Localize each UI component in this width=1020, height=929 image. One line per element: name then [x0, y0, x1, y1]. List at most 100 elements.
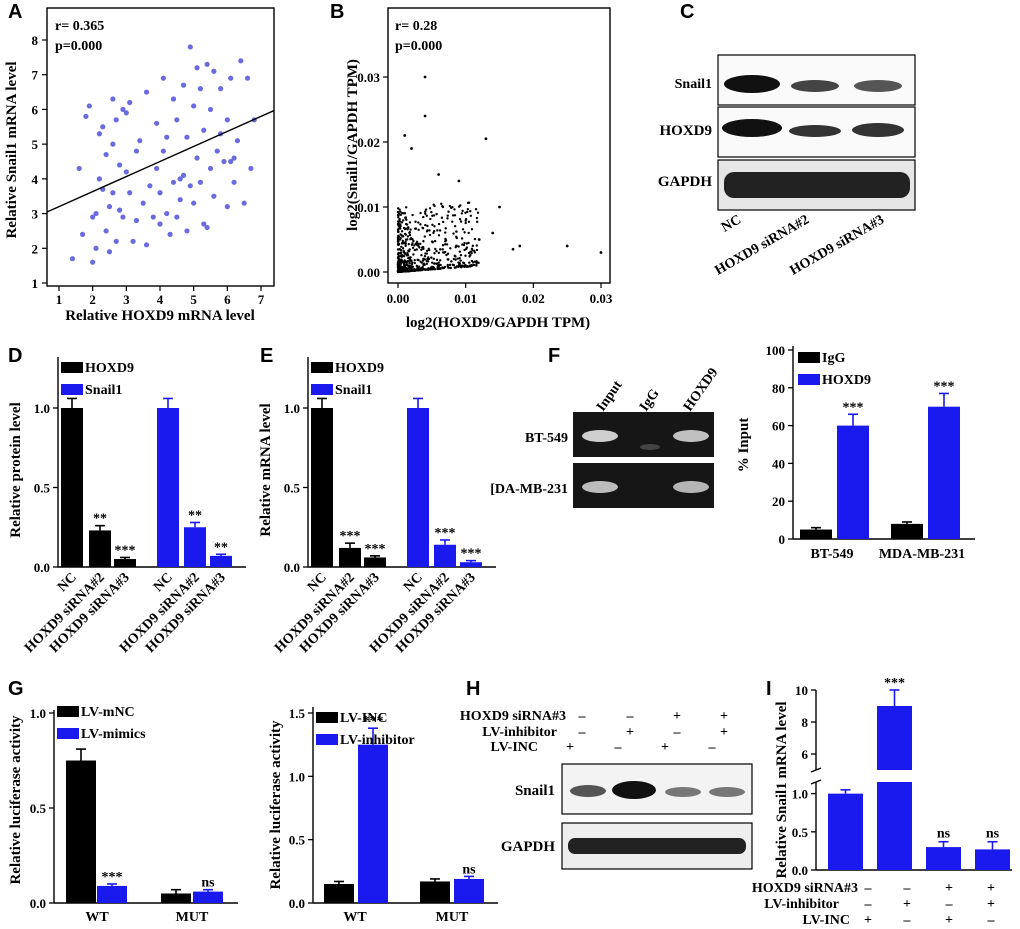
bar [877, 782, 912, 870]
scatter-point [411, 261, 413, 263]
scatter-point [114, 239, 119, 244]
blot-c-row-label: Snail1 [675, 77, 712, 92]
scatter-point [409, 228, 411, 230]
scatter-point [434, 248, 436, 250]
condition-mark: + [661, 740, 669, 755]
scatter-point [491, 232, 494, 235]
scatter-point [245, 76, 250, 81]
bar [97, 886, 127, 903]
scatter-point [157, 190, 162, 195]
scatter-point [181, 83, 186, 88]
scatter-point [404, 245, 406, 247]
significance-label: ** [214, 540, 228, 555]
scatter-point [110, 96, 115, 101]
y-tick-label: 0.0 [30, 896, 46, 911]
scatter-point [424, 252, 426, 254]
panel-b-points [397, 76, 603, 274]
x-tick-label: 1 [56, 292, 63, 307]
scatter-point [174, 117, 179, 122]
scatter-point [134, 148, 139, 153]
panel-a-letter: A [8, 1, 22, 23]
blot-band [665, 787, 701, 797]
legend-swatch [61, 384, 83, 395]
scatter-point [97, 131, 102, 136]
scatter-point [446, 217, 448, 219]
scatter-point [449, 205, 451, 207]
scatter-point [194, 155, 199, 160]
scatter-point [471, 260, 473, 262]
y-tick-label: 3 [32, 207, 39, 222]
significance-label: *** [884, 676, 905, 691]
scatter-point [473, 264, 475, 266]
condition-mark: + [945, 881, 953, 896]
condition-mark: – [708, 740, 717, 755]
scatter-point [400, 251, 402, 253]
bar [975, 849, 1010, 870]
scatter-point [107, 204, 112, 209]
category-label: MDA-MB-231 [879, 547, 965, 562]
scatter-point [485, 137, 488, 140]
scatter-point [398, 243, 400, 245]
scatter-point [428, 258, 430, 260]
scatter-point [436, 259, 438, 261]
scatter-point [211, 194, 216, 199]
scatter-point [154, 166, 159, 171]
x-tick-label: 0.02 [522, 291, 545, 306]
scatter-point [225, 204, 230, 209]
bar [161, 894, 191, 904]
scatter-point [467, 208, 469, 210]
scatter-point [397, 231, 399, 233]
scatter-point [110, 190, 115, 195]
blot-h-row-label: Snail1 [515, 783, 555, 799]
x-tick-label: 0.03 [590, 291, 613, 306]
bar [877, 706, 912, 770]
scatter-point [401, 259, 403, 261]
panel-g-right-ylabel: Relative luciferase activity [268, 720, 284, 890]
scatter-point [442, 248, 444, 250]
y-tick-label: 1.0 [30, 706, 46, 721]
scatter-point [426, 215, 428, 217]
y-tick-label: 8 [32, 33, 39, 48]
scatter-point [447, 214, 449, 216]
scatter-point [426, 250, 428, 252]
scatter-point [408, 248, 410, 250]
scatter-point [441, 205, 443, 207]
blot-band [791, 80, 839, 92]
scatter-point [402, 247, 404, 249]
scatter-point [418, 246, 420, 248]
scatter-point [424, 255, 426, 257]
y-tick-label: 0.5 [34, 481, 51, 496]
scatter-point [455, 230, 457, 232]
scatter-point [436, 262, 438, 264]
condition-mark: + [626, 725, 634, 740]
scatter-point [409, 256, 411, 258]
scatter-point [137, 138, 142, 143]
category-label: WT [343, 910, 367, 925]
scatter-point [447, 211, 449, 213]
x-tick-label: 2 [89, 292, 96, 307]
condition-mark: – [578, 725, 587, 740]
bar [891, 524, 923, 539]
scatter-point [413, 244, 415, 246]
scatter-point [414, 259, 416, 261]
y-tick-label: 100 [766, 343, 786, 358]
scatter-point [205, 225, 210, 230]
scatter-point [457, 257, 459, 259]
scatter-point [469, 264, 471, 266]
bar [324, 884, 354, 903]
scatter-point [409, 268, 411, 270]
scatter-point [397, 207, 399, 209]
y-tick-label: 1.0 [34, 401, 50, 416]
y-tick-label: 0.0 [792, 863, 808, 878]
panel-i-ylabel: Relative Snail1 mRNA level [774, 701, 790, 878]
scatter-point [566, 245, 569, 248]
condition-mark: + [864, 913, 872, 928]
category-label: WT [85, 910, 109, 925]
scatter-point [402, 240, 404, 242]
blot-band [612, 781, 656, 799]
scatter-point [90, 214, 95, 219]
scatter-point [430, 211, 432, 213]
scatter-point [436, 229, 438, 231]
panel-a-p: p=0.000 [55, 39, 102, 54]
panel-c-letter: C [680, 1, 694, 23]
